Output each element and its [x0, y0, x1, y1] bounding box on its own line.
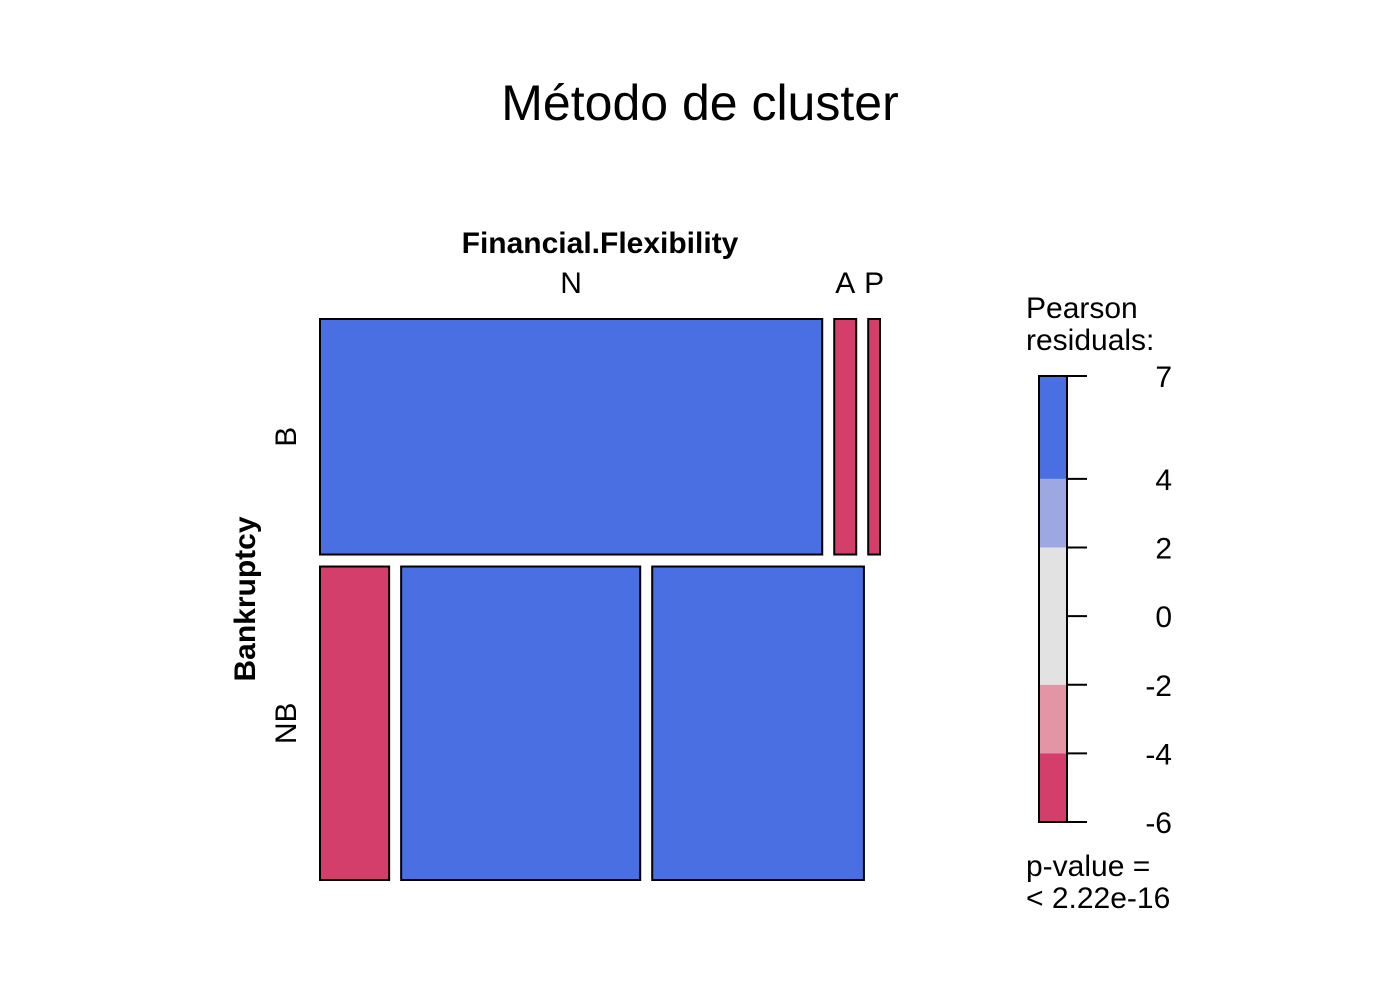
- row-level-labels: B NB: [270, 427, 303, 744]
- legend-band-3: [1039, 684, 1067, 754]
- legend-tick-label-0: 0: [1155, 601, 1172, 634]
- row-level-b: B: [270, 427, 303, 447]
- mosaic-cells: [319, 318, 882, 881]
- legend-title-line1: Pearson: [1026, 292, 1138, 325]
- cell-nb-n: [319, 565, 391, 881]
- legend-tick-label-neg2: -2: [1145, 670, 1172, 703]
- legend-tick-label-neg6: -6: [1145, 807, 1172, 840]
- legend-band-4: [1039, 753, 1067, 822]
- legend-band-0: [1039, 376, 1067, 479]
- column-level-p: P: [864, 267, 884, 300]
- chart-title: Método de cluster: [501, 75, 898, 131]
- pvalue-line2: < 2.22e-16: [1026, 882, 1170, 915]
- legend-title-line2: residuals:: [1026, 324, 1154, 357]
- legend-band-2: [1039, 547, 1067, 685]
- pvalue-line1: p-value =: [1026, 850, 1150, 883]
- legend-tick-label-7: 7: [1155, 361, 1172, 394]
- cell-b-p: [867, 318, 882, 556]
- column-variable-label: Financial.Flexibility: [462, 227, 739, 260]
- legend-ticks: 7 4 2 0 -2 -4 -6: [1067, 361, 1172, 840]
- cell-nb-a: [400, 565, 642, 881]
- legend-tick-label-neg4: -4: [1145, 738, 1172, 771]
- row-level-nb: NB: [270, 702, 303, 744]
- cell-nb-p: [651, 565, 865, 881]
- legend-color-bands: [1038, 375, 1068, 823]
- cell-b-a: [833, 318, 858, 556]
- legend-band-1: [1039, 478, 1067, 548]
- row-variable-label: Bankruptcy: [229, 516, 262, 681]
- cell-b-n: [319, 318, 824, 556]
- column-level-n: N: [560, 267, 582, 300]
- legend-tick-label-2: 2: [1155, 533, 1172, 566]
- column-level-a: A: [835, 267, 855, 300]
- legend-bar-frame: [1038, 375, 1068, 823]
- legend-tick-label-4: 4: [1155, 464, 1172, 497]
